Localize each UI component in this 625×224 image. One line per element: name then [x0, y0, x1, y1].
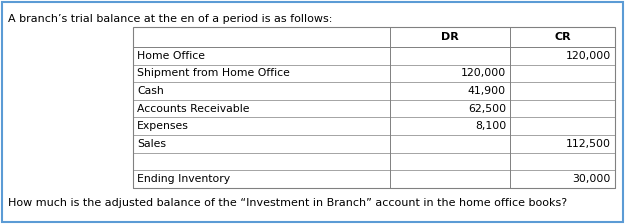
- Text: Sales: Sales: [137, 139, 166, 149]
- Bar: [133, 27, 615, 188]
- Text: Expenses: Expenses: [137, 121, 189, 131]
- Text: Home Office: Home Office: [137, 51, 205, 61]
- Text: 62,500: 62,500: [468, 104, 506, 114]
- Text: CR: CR: [554, 32, 571, 42]
- Text: Shipment from Home Office: Shipment from Home Office: [137, 69, 290, 78]
- Text: Ending Inventory: Ending Inventory: [137, 174, 230, 184]
- Text: 112,500: 112,500: [566, 139, 611, 149]
- Text: A branch’s trial balance at the en of a period is as follows:: A branch’s trial balance at the en of a …: [8, 14, 332, 24]
- Text: 41,900: 41,900: [468, 86, 506, 96]
- Text: How much is the adjusted balance of the “Investment in Branch” account in the ho: How much is the adjusted balance of the …: [8, 198, 567, 208]
- Text: 120,000: 120,000: [461, 69, 506, 78]
- Text: 30,000: 30,000: [572, 174, 611, 184]
- Text: 120,000: 120,000: [566, 51, 611, 61]
- Text: DR: DR: [441, 32, 459, 42]
- Text: Cash: Cash: [137, 86, 164, 96]
- Text: Accounts Receivable: Accounts Receivable: [137, 104, 249, 114]
- Text: 8,100: 8,100: [475, 121, 506, 131]
